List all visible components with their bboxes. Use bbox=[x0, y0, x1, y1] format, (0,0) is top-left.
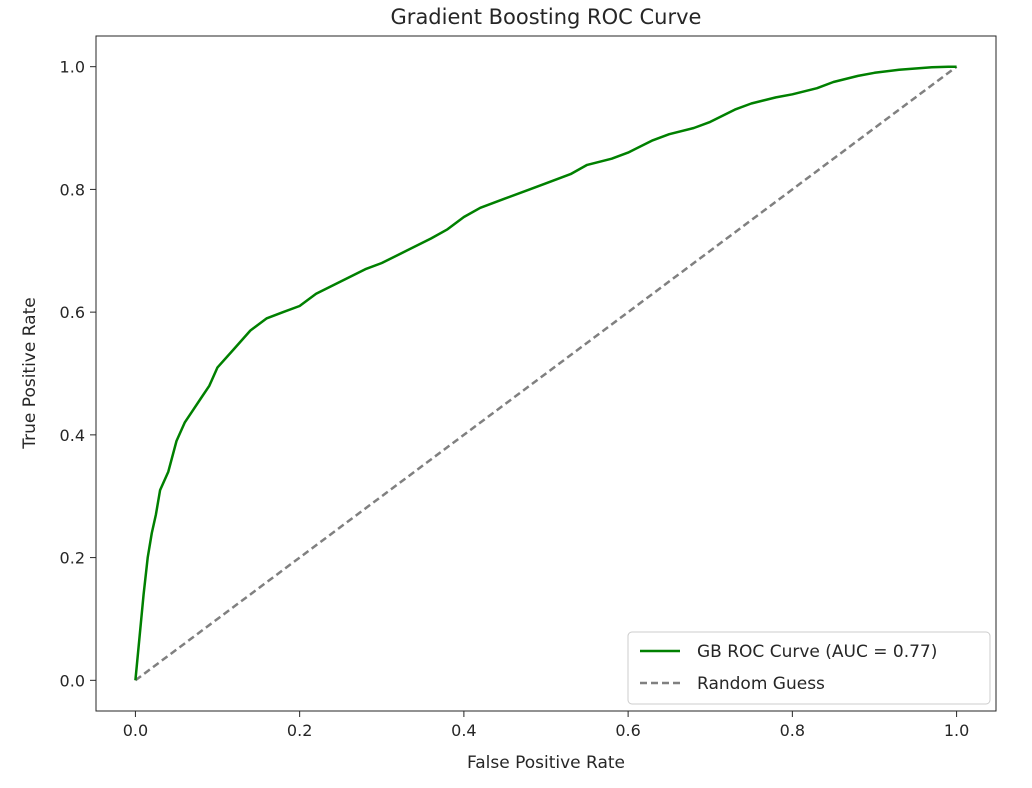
y-tick-label: 0.2 bbox=[60, 549, 85, 568]
x-tick-label: 1.0 bbox=[944, 721, 969, 740]
axis-ticks: 0.0 0.2 0.4 0.6 0.8 1.0 0.0 0.2 0.4 0.6 0.8 1.0 bbox=[60, 58, 970, 740]
legend-label-random-guess: Random Guess bbox=[697, 674, 825, 694]
y-tick-label: 0.6 bbox=[60, 303, 85, 322]
y-tick-label: 0.4 bbox=[60, 426, 85, 445]
x-tick-label: 0.8 bbox=[780, 721, 805, 740]
legend-box bbox=[627, 631, 991, 705]
legend: GB ROC Curve (AUC = 0.77) Random Guess bbox=[627, 631, 991, 705]
y-axis-label: True Positive Rate bbox=[20, 297, 40, 449]
y-tick-label: 1.0 bbox=[60, 58, 85, 77]
y-tick-label: 0.0 bbox=[60, 671, 85, 690]
x-tick-label: 0.0 bbox=[123, 721, 148, 740]
y-tick-label: 0.8 bbox=[60, 180, 85, 199]
gb-roc-curve-line bbox=[134, 65, 957, 681]
x-tick-label: 0.2 bbox=[287, 721, 312, 740]
legend-label-gb-roc: GB ROC Curve (AUC = 0.77) bbox=[697, 642, 937, 662]
chart-title: Gradient Boosting ROC Curve bbox=[391, 5, 702, 29]
x-tick-label: 0.6 bbox=[615, 721, 640, 740]
random-guess-line bbox=[134, 65, 958, 682]
x-axis-label: False Positive Rate bbox=[467, 753, 625, 773]
series-layer bbox=[134, 65, 958, 682]
x-tick-label: 0.4 bbox=[451, 721, 476, 740]
